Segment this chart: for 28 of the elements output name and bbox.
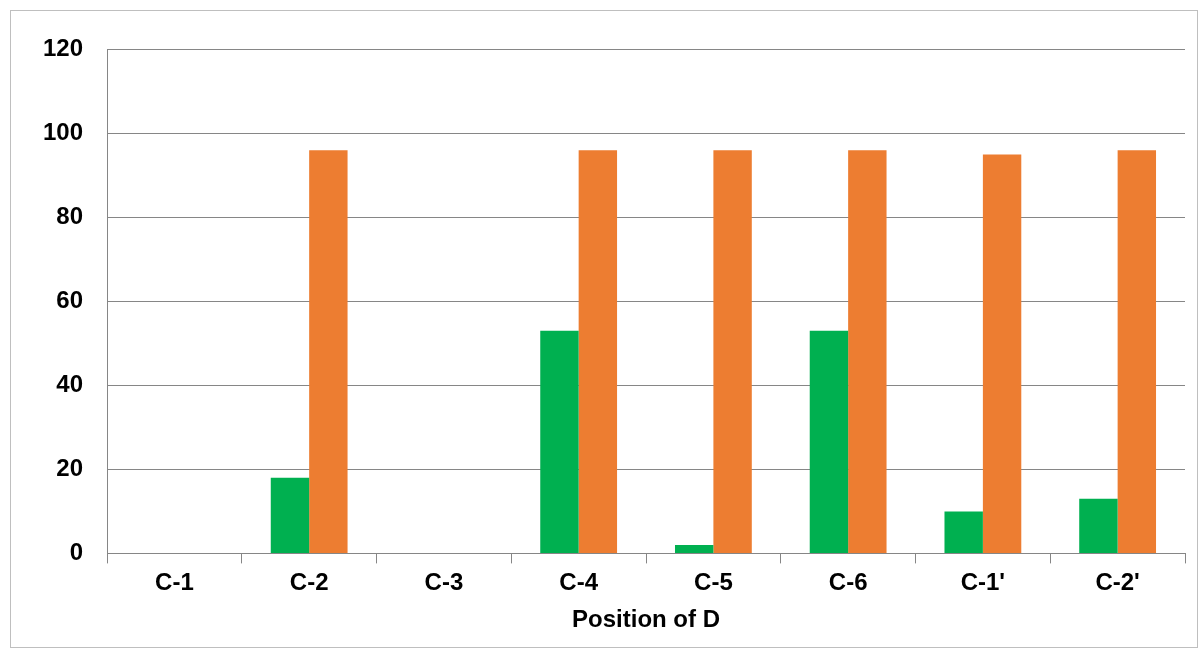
- bar: [578, 150, 618, 553]
- y-tick-label: 100: [43, 118, 84, 146]
- bar: [309, 150, 348, 553]
- x-tick-label: C-2: [289, 568, 329, 596]
- bar: [1117, 150, 1157, 553]
- x-tick-label: C-4: [559, 568, 599, 596]
- x-axis-title: Position of D: [572, 605, 721, 633]
- y-tick-label: 80: [56, 202, 84, 230]
- bar: [674, 545, 714, 553]
- y-tick-label: 40: [56, 370, 84, 398]
- bar: [809, 330, 849, 553]
- y-tick-label: 0: [69, 538, 84, 566]
- bar: [270, 477, 310, 553]
- x-tick-label: C-3: [424, 568, 464, 596]
- bar: [540, 330, 579, 553]
- bar: [713, 150, 752, 553]
- y-tick-label: 20: [56, 454, 84, 482]
- bar: [1079, 498, 1118, 553]
- x-tick-label: C-1: [155, 568, 194, 596]
- bar: [848, 150, 887, 553]
- x-tick-label: C-1': [960, 568, 1006, 596]
- y-tick-label: 120: [43, 34, 84, 62]
- x-tick-label: C-2': [1095, 568, 1140, 596]
- y-tick-label: 60: [56, 286, 84, 314]
- bar: [944, 511, 983, 553]
- bar: [982, 154, 1022, 553]
- x-tick-label: C-6: [828, 568, 868, 596]
- x-tick-label: C-5: [694, 568, 733, 596]
